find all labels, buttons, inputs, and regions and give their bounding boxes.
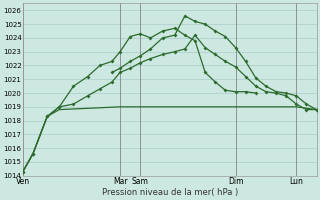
X-axis label: Pression niveau de la mer( hPa ): Pression niveau de la mer( hPa ) <box>101 188 238 197</box>
